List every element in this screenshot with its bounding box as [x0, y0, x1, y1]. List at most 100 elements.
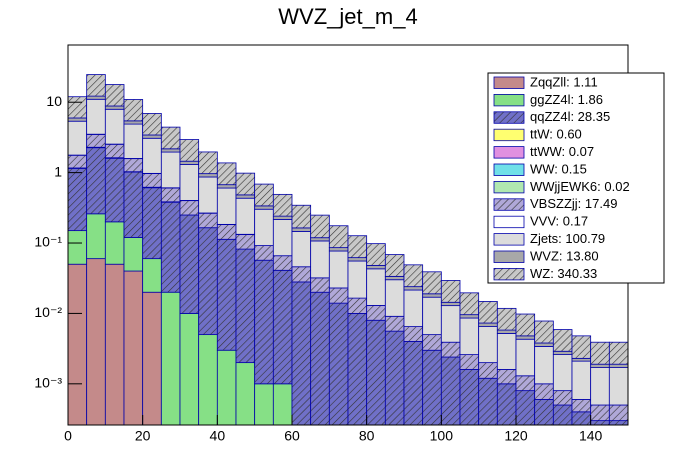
bar-segment: [608, 363, 628, 368]
legend-label: WW: 0.15: [530, 161, 587, 176]
bar-segment: [384, 279, 405, 317]
bar-segment: [366, 243, 386, 266]
bar-segment: [366, 268, 386, 306]
y-tick-label: 10⁻²: [34, 304, 62, 320]
bar-segment: [310, 291, 330, 425]
bar-segment: [534, 346, 554, 385]
bar-segment: [142, 291, 162, 425]
bar-segment: [291, 204, 312, 229]
bar-segment: [198, 212, 218, 229]
bar-segment: [104, 143, 125, 159]
legend-swatch: [493, 198, 525, 211]
legend-label: WVZ: 13.80: [530, 248, 599, 263]
bar-segment: [328, 302, 349, 425]
bar-segment: [515, 335, 536, 340]
bar-segment: [254, 259, 274, 385]
bar-segment: [422, 349, 442, 425]
bar-segment: [347, 313, 368, 425]
legend-swatch: [493, 94, 525, 107]
bar-segment: [515, 313, 536, 337]
bar-segment: [216, 162, 237, 186]
bar-segment: [272, 269, 293, 385]
bar-segment: [235, 172, 256, 196]
bar-segment: [422, 296, 442, 336]
bar-segment: [160, 151, 181, 189]
legend-swatch: [493, 267, 525, 281]
x-tick-label: 140: [579, 428, 603, 444]
bar-segment: [272, 193, 293, 217]
legend-swatch: [493, 128, 525, 142]
bar-segment: [534, 399, 554, 425]
bar-segment: [216, 187, 237, 225]
bar-segment: [384, 315, 405, 332]
bar-segment: [552, 350, 573, 356]
bar-segment: [86, 133, 106, 148]
bar-segment: [440, 341, 461, 358]
bar-segment: [216, 224, 237, 240]
bar-segment: [608, 341, 628, 365]
bar-segment: [198, 334, 218, 425]
bar-segment: [496, 369, 517, 385]
bar-segment: [123, 158, 144, 173]
bar-segment: [68, 96, 88, 119]
bar-segment: [235, 248, 256, 364]
bar-segment: [534, 320, 554, 344]
bar-segment: [86, 98, 106, 135]
bar-segment: [179, 313, 200, 425]
legend-swatch: [493, 146, 525, 159]
bar-segment: [422, 334, 442, 351]
bar-segment: [216, 238, 237, 351]
bar-segment: [478, 377, 498, 425]
bar-segment: [328, 287, 349, 304]
legend-label: WWjjEWK6: 0.02: [530, 179, 630, 194]
x-tick-label: 40: [210, 428, 226, 444]
x-tick-label: 60: [284, 428, 300, 444]
bar-segment: [179, 160, 200, 165]
bar-segment: [104, 105, 125, 110]
bar-segment: [104, 221, 125, 265]
bar-segment: [291, 281, 312, 425]
bar-segment: [160, 126, 181, 150]
bar-segment: [68, 230, 88, 265]
bar-segment: [310, 277, 330, 293]
bar-segment: [179, 214, 200, 314]
bar-segment: [86, 258, 106, 425]
bar-segment: [179, 200, 200, 216]
y-tick-label: 10: [46, 93, 62, 109]
x-tick-label: 120: [504, 428, 528, 444]
bar-segment: [142, 113, 162, 136]
bar-segment: [235, 194, 256, 199]
legend-swatch: [493, 250, 525, 263]
bar-segment: [459, 292, 480, 316]
bar-segment: [272, 255, 293, 271]
bar-segment: [496, 333, 517, 370]
bar-segment: [123, 123, 144, 159]
bar-segment: [496, 329, 517, 334]
bar-segment: [552, 390, 573, 406]
bar-segment: [590, 404, 610, 422]
bar-segment: [123, 99, 144, 122]
x-tick-label: 100: [430, 428, 454, 444]
bar-segment: [68, 167, 88, 232]
bar-segment: [104, 157, 125, 223]
bar-segment: [310, 240, 330, 279]
legend-swatch: [493, 180, 525, 194]
bar-segment: [123, 120, 144, 125]
bar-segment: [291, 266, 312, 283]
bar-segment: [459, 354, 480, 370]
bar-segment: [310, 214, 330, 239]
bar-segment: [422, 293, 442, 298]
bar-segment: [459, 369, 480, 425]
bar-segment: [515, 390, 536, 425]
bar-segment: [160, 148, 181, 153]
x-tick-label: 20: [135, 428, 151, 444]
bar-segment: [198, 227, 218, 336]
plot-area: [68, 74, 628, 425]
chart-title: WVZ_jet_m_4: [278, 4, 417, 29]
bar-segment: [440, 301, 461, 307]
bar-segment: [142, 173, 162, 188]
bar-segment: [123, 237, 144, 272]
bar-segment: [515, 375, 536, 392]
bar-segment: [328, 250, 349, 289]
